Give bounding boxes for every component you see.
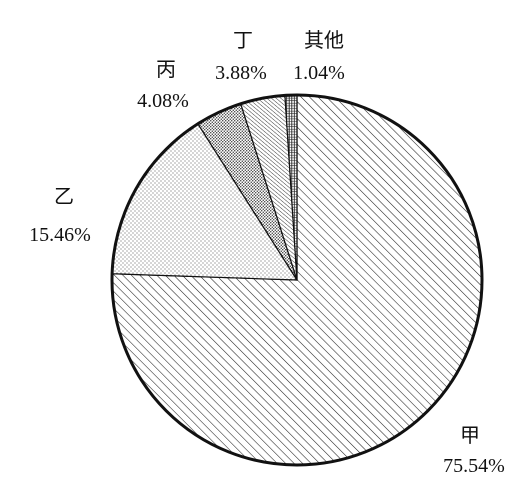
slice-percent-label: 75.54% bbox=[443, 455, 505, 477]
slice-percent-label: 3.88% bbox=[215, 62, 267, 84]
slice-label: 其他 bbox=[304, 28, 344, 52]
pie-outline bbox=[110, 93, 484, 467]
slice-label: 甲 bbox=[460, 423, 480, 447]
slice-label: 丙 bbox=[156, 57, 176, 81]
pie-labels: 甲 75.54% 乙 15.46% 丙 4.08% 丁 3.88% 其他 1.04% bbox=[29, 28, 505, 477]
slice-label: 乙 bbox=[54, 184, 74, 208]
slice-percent-label: 15.46% bbox=[29, 224, 91, 246]
slice-percent-label: 1.04% bbox=[293, 62, 345, 84]
slice-label: 丁 bbox=[233, 28, 253, 52]
pie-slices bbox=[111, 94, 483, 466]
slice-percent-label: 4.08% bbox=[137, 90, 189, 112]
